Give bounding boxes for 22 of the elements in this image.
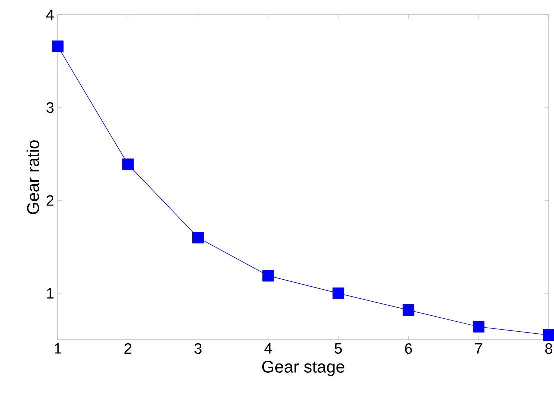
- x-tick-label: 6: [405, 344, 412, 354]
- x-tick-label: 7: [475, 344, 482, 354]
- y-tick-label: 2: [46, 195, 54, 206]
- y-axis-title: Gear ratio: [26, 140, 40, 214]
- point: [262, 270, 274, 282]
- point: [122, 158, 134, 170]
- x-tick-label: 2: [124, 344, 132, 354]
- x-tick-label: 4: [264, 344, 272, 354]
- x-tick-label: 5: [335, 344, 342, 354]
- x-tick-label: 8: [546, 344, 553, 354]
- x-tick-label: 3: [194, 344, 202, 354]
- x-tick-label: 1: [54, 344, 62, 354]
- x-axis-title: Gear stage: [262, 360, 345, 376]
- y-tick-label: 4: [46, 10, 54, 20]
- point: [192, 232, 204, 244]
- y-tick-label: 1: [47, 288, 54, 299]
- point: [52, 40, 64, 52]
- point: [543, 330, 554, 342]
- point: [402, 304, 415, 316]
- y-tick-label: 3: [46, 102, 54, 114]
- point: [473, 321, 485, 333]
- point: [332, 288, 344, 300]
